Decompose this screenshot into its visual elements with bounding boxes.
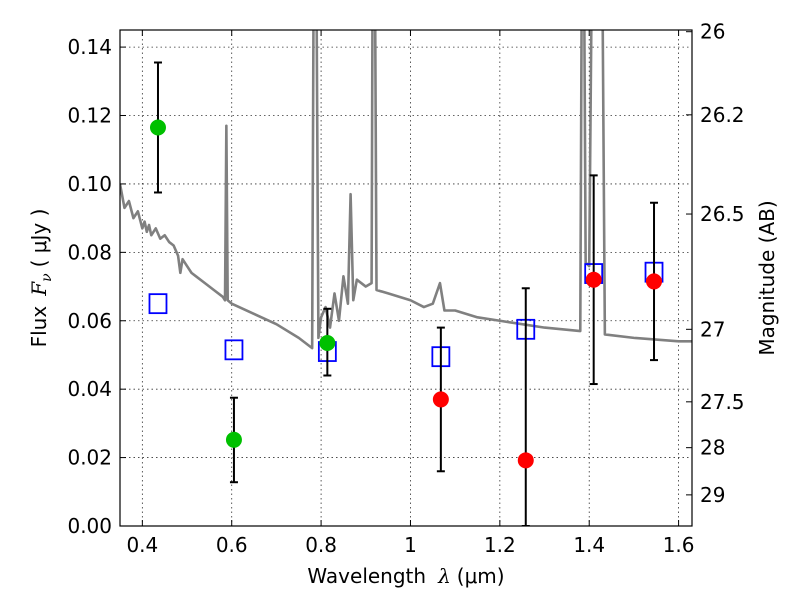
y2-tick-label: 29 [700, 483, 725, 507]
y-tick-label: 0.14 [67, 35, 112, 59]
y-tick-label: 0.06 [67, 309, 112, 333]
grid [120, 30, 692, 527]
photometry-point [585, 271, 602, 288]
y2-tick-label: 26 [700, 20, 725, 44]
y-tick-label: 0.12 [67, 104, 112, 128]
axis-ticks: 0.4 0.6 0.8 1 1.2 1.4 1.6 0.00 0.02 0.04 0.06 0.08 0… [67, 20, 744, 557]
y-tick-label: 0.02 [67, 446, 112, 470]
y-tick-label: 0.00 [67, 514, 112, 538]
photometry-point [432, 391, 449, 408]
x-tick-label: 1.6 [663, 533, 695, 557]
y2-tick-label: 27 [700, 317, 725, 341]
model-flux-square [148, 293, 168, 315]
y2-tick-label: 26.2 [700, 103, 745, 127]
photometry-point [149, 119, 166, 136]
plot-frame [119, 29, 693, 527]
x-tick-label: 1.4 [573, 533, 605, 557]
model-spectrum-line [120, 30, 692, 350]
y-tick-label: 0.08 [67, 240, 112, 264]
y-tick-label: 0.10 [67, 172, 112, 196]
y-tick-label: 0.04 [67, 377, 112, 401]
x-tick-label: 0.8 [305, 533, 337, 557]
y2-tick-label: 28 [700, 436, 725, 460]
x-tick-label: 1 [404, 533, 417, 557]
photometry-point [225, 431, 242, 448]
x-tick-label: 0.4 [126, 533, 158, 557]
y-axis-title: FluxFν( μJy ) [27, 209, 55, 348]
plot-area [120, 30, 692, 526]
x-axis-title: Wavelength λ (μm) [307, 564, 504, 588]
y2-axis-title: Magnitude (AB) [755, 200, 779, 355]
y2-tick-label: 26.5 [700, 202, 745, 226]
y2-tick-label: 27.5 [700, 390, 745, 414]
photometry-point [646, 273, 663, 290]
x-tick-label: 0.6 [216, 533, 248, 557]
photometry-point [517, 452, 534, 469]
photometry-point [319, 334, 336, 351]
model-flux-square [224, 339, 244, 361]
x-tick-label: 1.2 [484, 533, 516, 557]
